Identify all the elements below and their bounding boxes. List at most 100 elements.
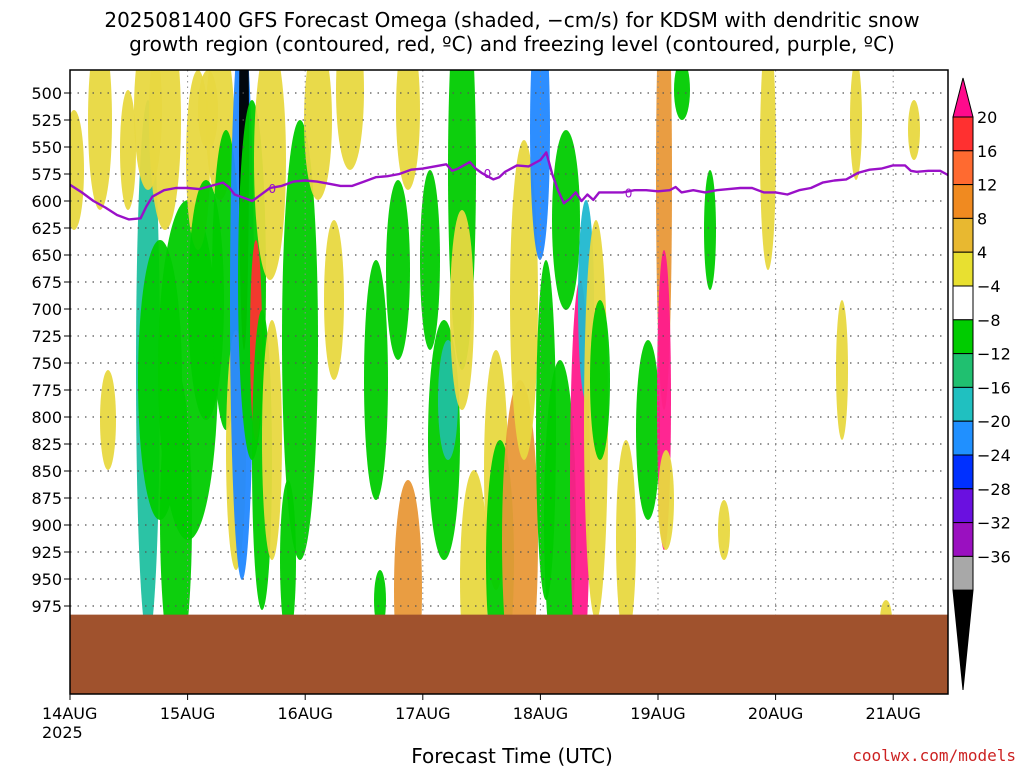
y-tick-label: 800 xyxy=(31,408,62,427)
colorbar-label: 12 xyxy=(977,176,997,195)
omega-blob xyxy=(658,450,674,550)
colorbar-label: −4 xyxy=(977,277,1001,296)
y-tick-label: 550 xyxy=(31,138,62,157)
colorbar-label: −28 xyxy=(977,480,1011,499)
colorbar-band xyxy=(952,319,974,355)
omega-blob xyxy=(254,70,286,280)
x-axis-label: Forecast Time (UTC) xyxy=(411,744,613,768)
x-tick-label: 20AUG xyxy=(748,704,803,723)
colorbar-label: 4 xyxy=(977,243,987,262)
y-tick-label: 925 xyxy=(31,543,62,562)
omega-blob xyxy=(674,70,690,120)
y-tick-label: 625 xyxy=(31,219,62,238)
omega-blob xyxy=(590,300,610,460)
title-line-1: 2025081400 GFS Forecast Omega (shaded, −… xyxy=(104,8,920,32)
omega-blob xyxy=(850,70,862,180)
colorbar-label: −12 xyxy=(977,345,1011,364)
omega-blob xyxy=(149,70,181,230)
y-tick-label: 525 xyxy=(31,111,62,130)
y-tick-label: 850 xyxy=(31,462,62,481)
omega-blob xyxy=(760,70,776,270)
colorbar-label: −20 xyxy=(977,412,1011,431)
x-tick-label: 21AUG xyxy=(865,704,920,723)
omega-blob xyxy=(336,70,364,170)
colorbar-label: −24 xyxy=(977,446,1011,465)
chart-title: 2025081400 GFS Forecast Omega (shaded, −… xyxy=(0,8,1024,56)
colorbar-label: 16 xyxy=(977,142,997,161)
colorbar: 20 16 12 8 4 −4 −8 −12 −16 −20 −24 −28 −32 −36 xyxy=(952,77,1011,691)
omega-blob xyxy=(544,360,576,680)
colorbar-label: −32 xyxy=(977,514,1011,533)
freezing-level-contour: 0 0 0 xyxy=(70,151,948,221)
omega-blob xyxy=(616,440,636,640)
omega-blob xyxy=(324,220,344,380)
freezing-level-label: 0 xyxy=(268,182,276,196)
omega-blob xyxy=(88,70,112,210)
freezing-level-label: 0 xyxy=(625,186,633,200)
x-tick-label: 19AUG xyxy=(630,704,685,723)
colorbar-top-arrow xyxy=(952,77,974,118)
colorbar-label: −16 xyxy=(977,378,1011,397)
y-tick-label: 675 xyxy=(31,273,62,292)
omega-blob xyxy=(304,70,332,200)
omega-blob xyxy=(718,500,730,560)
colorbar-band xyxy=(952,217,974,253)
colorbar-label: 20 xyxy=(977,108,997,127)
x-tick-label: 14AUG xyxy=(42,704,97,723)
colorbar-band xyxy=(952,116,974,152)
y-tick-label: 950 xyxy=(31,570,62,589)
x-tick-label: 16AUG xyxy=(277,704,332,723)
y-tick-label: 875 xyxy=(31,489,62,508)
colorbar-band xyxy=(952,285,974,321)
omega-blob xyxy=(704,170,716,290)
y-tick-label: 775 xyxy=(31,381,62,400)
y-tick-label: 750 xyxy=(31,354,62,373)
omega-blob xyxy=(100,370,116,470)
omega-blob xyxy=(386,180,410,360)
colorbar-band xyxy=(952,522,974,557)
x-tick-label: 17AUG xyxy=(395,704,450,723)
y-tick-label: 500 xyxy=(31,84,62,103)
omega-blob xyxy=(70,110,84,230)
plot-frame xyxy=(69,69,949,695)
omega-blob xyxy=(836,300,848,440)
omega-blob xyxy=(364,260,388,500)
freezing-level-line xyxy=(70,151,948,221)
colorbar-band xyxy=(952,555,974,591)
x-tick-label: 18AUG xyxy=(513,704,568,723)
y-tick-label: 825 xyxy=(31,435,62,454)
credit-text: coolwx.com/models xyxy=(852,746,1016,765)
omega-blob xyxy=(636,340,660,520)
colorbar-band xyxy=(952,488,974,524)
omega-blob xyxy=(552,130,580,310)
omega-blob xyxy=(262,320,282,560)
omega-shading xyxy=(70,70,920,694)
colorbar-label: −8 xyxy=(977,311,1001,330)
y-tick-label: 700 xyxy=(31,300,62,319)
omega-blob xyxy=(420,170,440,350)
omega-blob xyxy=(282,120,318,560)
colorbar-label: 8 xyxy=(977,209,987,228)
colorbar-band xyxy=(952,420,974,456)
omega-blob xyxy=(530,70,550,260)
freezing-level-label: 0 xyxy=(484,167,492,181)
omega-blob xyxy=(510,140,538,460)
colorbar-label: −36 xyxy=(977,547,1011,566)
y-tick-label: 900 xyxy=(31,516,62,535)
omega-blob xyxy=(450,210,474,410)
omega-blob xyxy=(396,70,420,190)
colorbar-band xyxy=(952,150,974,186)
colorbar-band xyxy=(952,353,974,388)
x-year-label: 2025 xyxy=(42,723,83,742)
y-tick-label: 575 xyxy=(31,165,62,184)
x-tick-label: 15AUG xyxy=(160,704,215,723)
colorbar-bottom-arrow xyxy=(952,589,974,691)
terrain-surface xyxy=(70,614,948,694)
y-tick-label: 650 xyxy=(31,246,62,265)
colorbar-band xyxy=(952,454,974,490)
omega-blob xyxy=(120,90,136,210)
colorbar-band xyxy=(952,251,974,287)
colorbar-band xyxy=(952,184,974,219)
terrain-band xyxy=(70,614,948,694)
